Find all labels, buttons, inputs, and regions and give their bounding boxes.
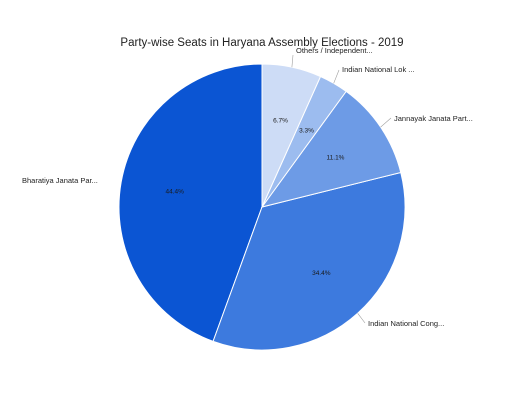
leader-line-4 <box>291 54 294 68</box>
pie-slices <box>118 63 406 351</box>
slice-category-label-2: Jannayak Janata Part... <box>394 114 473 123</box>
pie-slice-2 <box>260 90 402 208</box>
slice-category-label-4: Others / Independent... <box>296 46 373 55</box>
leader-lines <box>291 54 392 324</box>
leader-line-3 <box>333 69 340 84</box>
slice-percent-label-2: 11.1% <box>327 155 345 162</box>
slice-percent-label-0: 44.4% <box>165 189 184 196</box>
slice-percent-label-3: 3.3% <box>299 127 314 134</box>
slice-category-labels: Bharatiya Janata Par... Indian National C… <box>22 46 473 328</box>
pie-slice-1 <box>212 171 406 351</box>
slice-category-label-1: Indian National Cong... <box>368 319 444 328</box>
slice-percent-label-4: 6.7% <box>273 117 288 124</box>
slice-category-label-0: Bharatiya Janata Par... <box>22 176 98 185</box>
leader-line-1 <box>357 313 366 324</box>
slice-percent-label-1: 34.4% <box>312 270 331 277</box>
chart-title: Party-wise Seats in Haryana Assembly Ele… <box>120 37 403 49</box>
leader-line-2 <box>380 117 392 128</box>
pie-slice-0 <box>118 63 263 343</box>
pie-slice-4 <box>261 63 322 208</box>
slice-percent-labels: 44.4% 34.4% 11.1% 3.3% 6.7% <box>165 117 344 277</box>
slice-category-label-3: Indian National Lok ... <box>342 65 415 74</box>
